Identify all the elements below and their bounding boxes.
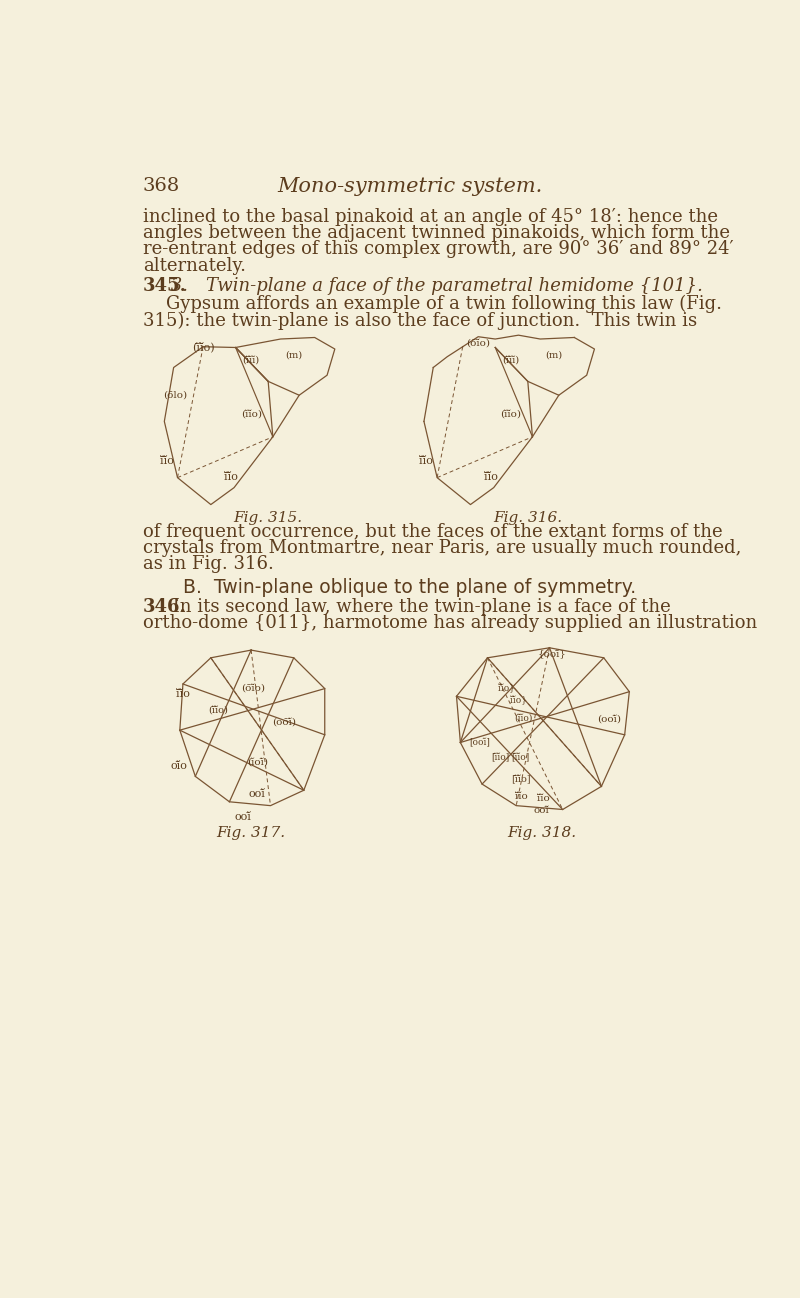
Text: [ooĭ̄]: [ooĭ̄] [469, 737, 490, 748]
Text: B.  Twin-plane oblique to the plane of symmetry.: B. Twin-plane oblique to the plane of sy… [183, 578, 637, 597]
Text: (ĭ̄oĭ̄): (ĭ̄oĭ̄) [247, 758, 268, 767]
Text: (ĭ̄ĭ̄ĭ̄): (ĭ̄ĭ̄ĭ̄) [502, 356, 519, 365]
Text: ortho-dome {011}, harmotome has already supplied an illustration: ortho-dome {011}, harmotome has already … [142, 614, 757, 632]
Text: (m): (m) [545, 350, 562, 360]
Text: In its second law, where the twin-plane is a face of the: In its second law, where the twin-plane … [166, 598, 670, 615]
Text: ĭ̄ĭ̄o: ĭ̄ĭ̄o [538, 794, 550, 803]
Text: Gypsum affords an example of a twin following this law (Fig.: Gypsum affords an example of a twin foll… [142, 295, 722, 313]
Text: Fig. 318.: Fig. 318. [507, 826, 576, 840]
Text: re-entrant edges of this complex growth, are 90° 36′ and 89° 24′: re-entrant edges of this complex growth,… [142, 240, 734, 258]
Text: ĭ̄ĭ̄o}: ĭ̄ĭ̄o} [499, 684, 516, 693]
Text: [ĭ̄ĭ̄o]: [ĭ̄ĭ̄o] [511, 775, 530, 784]
Text: ooĭ̄: ooĭ̄ [249, 789, 266, 798]
Text: Fig. 317.: Fig. 317. [217, 826, 286, 840]
Text: [ĭ̄ĭ̄o]: [ĭ̄ĭ̄o] [512, 753, 530, 762]
Text: ooĭ̄: ooĭ̄ [235, 811, 252, 822]
Text: alternately.: alternately. [142, 257, 246, 275]
Text: 3. Twin-plane a face of the parametral hemidome {101}.: 3. Twin-plane a face of the parametral h… [165, 276, 703, 295]
Text: ĭ̄ĭ̄o: ĭ̄ĭ̄o [485, 472, 498, 483]
Text: (m): (m) [285, 350, 302, 360]
Text: 315): the twin-plane is also the face of junction.  This twin is: 315): the twin-plane is also the face of… [142, 312, 697, 330]
Text: ĭ̄ĭ̄o: ĭ̄ĭ̄o [161, 456, 174, 466]
Text: (ōlo): (ōlo) [163, 391, 187, 400]
Text: {ooĭ̄}: {ooĭ̄} [538, 650, 566, 659]
Text: (ōĭ̄o): (ōĭ̄o) [466, 339, 490, 348]
Text: crystals from Montmartre, near Paris, are usually much rounded,: crystals from Montmartre, near Paris, ar… [142, 539, 741, 557]
Text: angles between the adjacent twinned pinakoids, which form the: angles between the adjacent twinned pina… [142, 225, 730, 243]
Text: ĭ̄ĭ̄o}: ĭ̄ĭ̄o} [510, 696, 528, 706]
Text: [ĭ̄ĭ̄o]: [ĭ̄ĭ̄o] [491, 753, 510, 762]
Text: (oōĭ̄): (oōĭ̄) [272, 716, 296, 726]
Text: (ĭ̄ĭ̄o): (ĭ̄ĭ̄o) [514, 713, 533, 722]
Text: of frequent occurrence, but the faces of the extant forms of the: of frequent occurrence, but the faces of… [142, 523, 722, 541]
Text: Fig. 315.: Fig. 315. [234, 510, 302, 524]
Text: Mono-symmetric system.: Mono-symmetric system. [278, 178, 542, 196]
Text: oĭ̄o: oĭ̄o [170, 761, 187, 771]
Text: (ĭ̄ĭ̄o): (ĭ̄ĭ̄o) [241, 410, 262, 419]
Text: inclined to the basal pinakoid at an angle of 45° 18′: hence the: inclined to the basal pinakoid at an ang… [142, 208, 718, 226]
Text: ĭ̄ĭ̄o: ĭ̄ĭ̄o [516, 792, 529, 801]
Text: (ĭ̄ĭ̄o): (ĭ̄ĭ̄o) [500, 410, 522, 419]
Text: ĭ̄ĭ̄o: ĭ̄ĭ̄o [225, 472, 238, 483]
Text: (ōĭ̄o): (ōĭ̄o) [241, 684, 265, 693]
Text: 345.: 345. [142, 276, 186, 295]
Text: (ĭ̄ĭ̄o): (ĭ̄ĭ̄o) [209, 706, 229, 714]
Text: as in Fig. 316.: as in Fig. 316. [142, 556, 274, 574]
Text: (ĭ̄ĭ̄o): (ĭ̄ĭ̄o) [192, 341, 214, 352]
Text: ooĭ̄: ooĭ̄ [534, 806, 550, 815]
Text: 368: 368 [142, 178, 180, 195]
Text: ĭ̄ĭ̄o: ĭ̄ĭ̄o [177, 689, 190, 698]
Text: ĭ̄ĭ̄o: ĭ̄ĭ̄o [420, 456, 434, 466]
Text: (ooĭ̄): (ooĭ̄) [597, 715, 621, 724]
Text: Fig. 316.: Fig. 316. [494, 510, 562, 524]
Text: 346.: 346. [142, 598, 186, 615]
Text: (ĭ̄ĭ̄ĭ̄): (ĭ̄ĭ̄ĭ̄) [242, 356, 260, 365]
